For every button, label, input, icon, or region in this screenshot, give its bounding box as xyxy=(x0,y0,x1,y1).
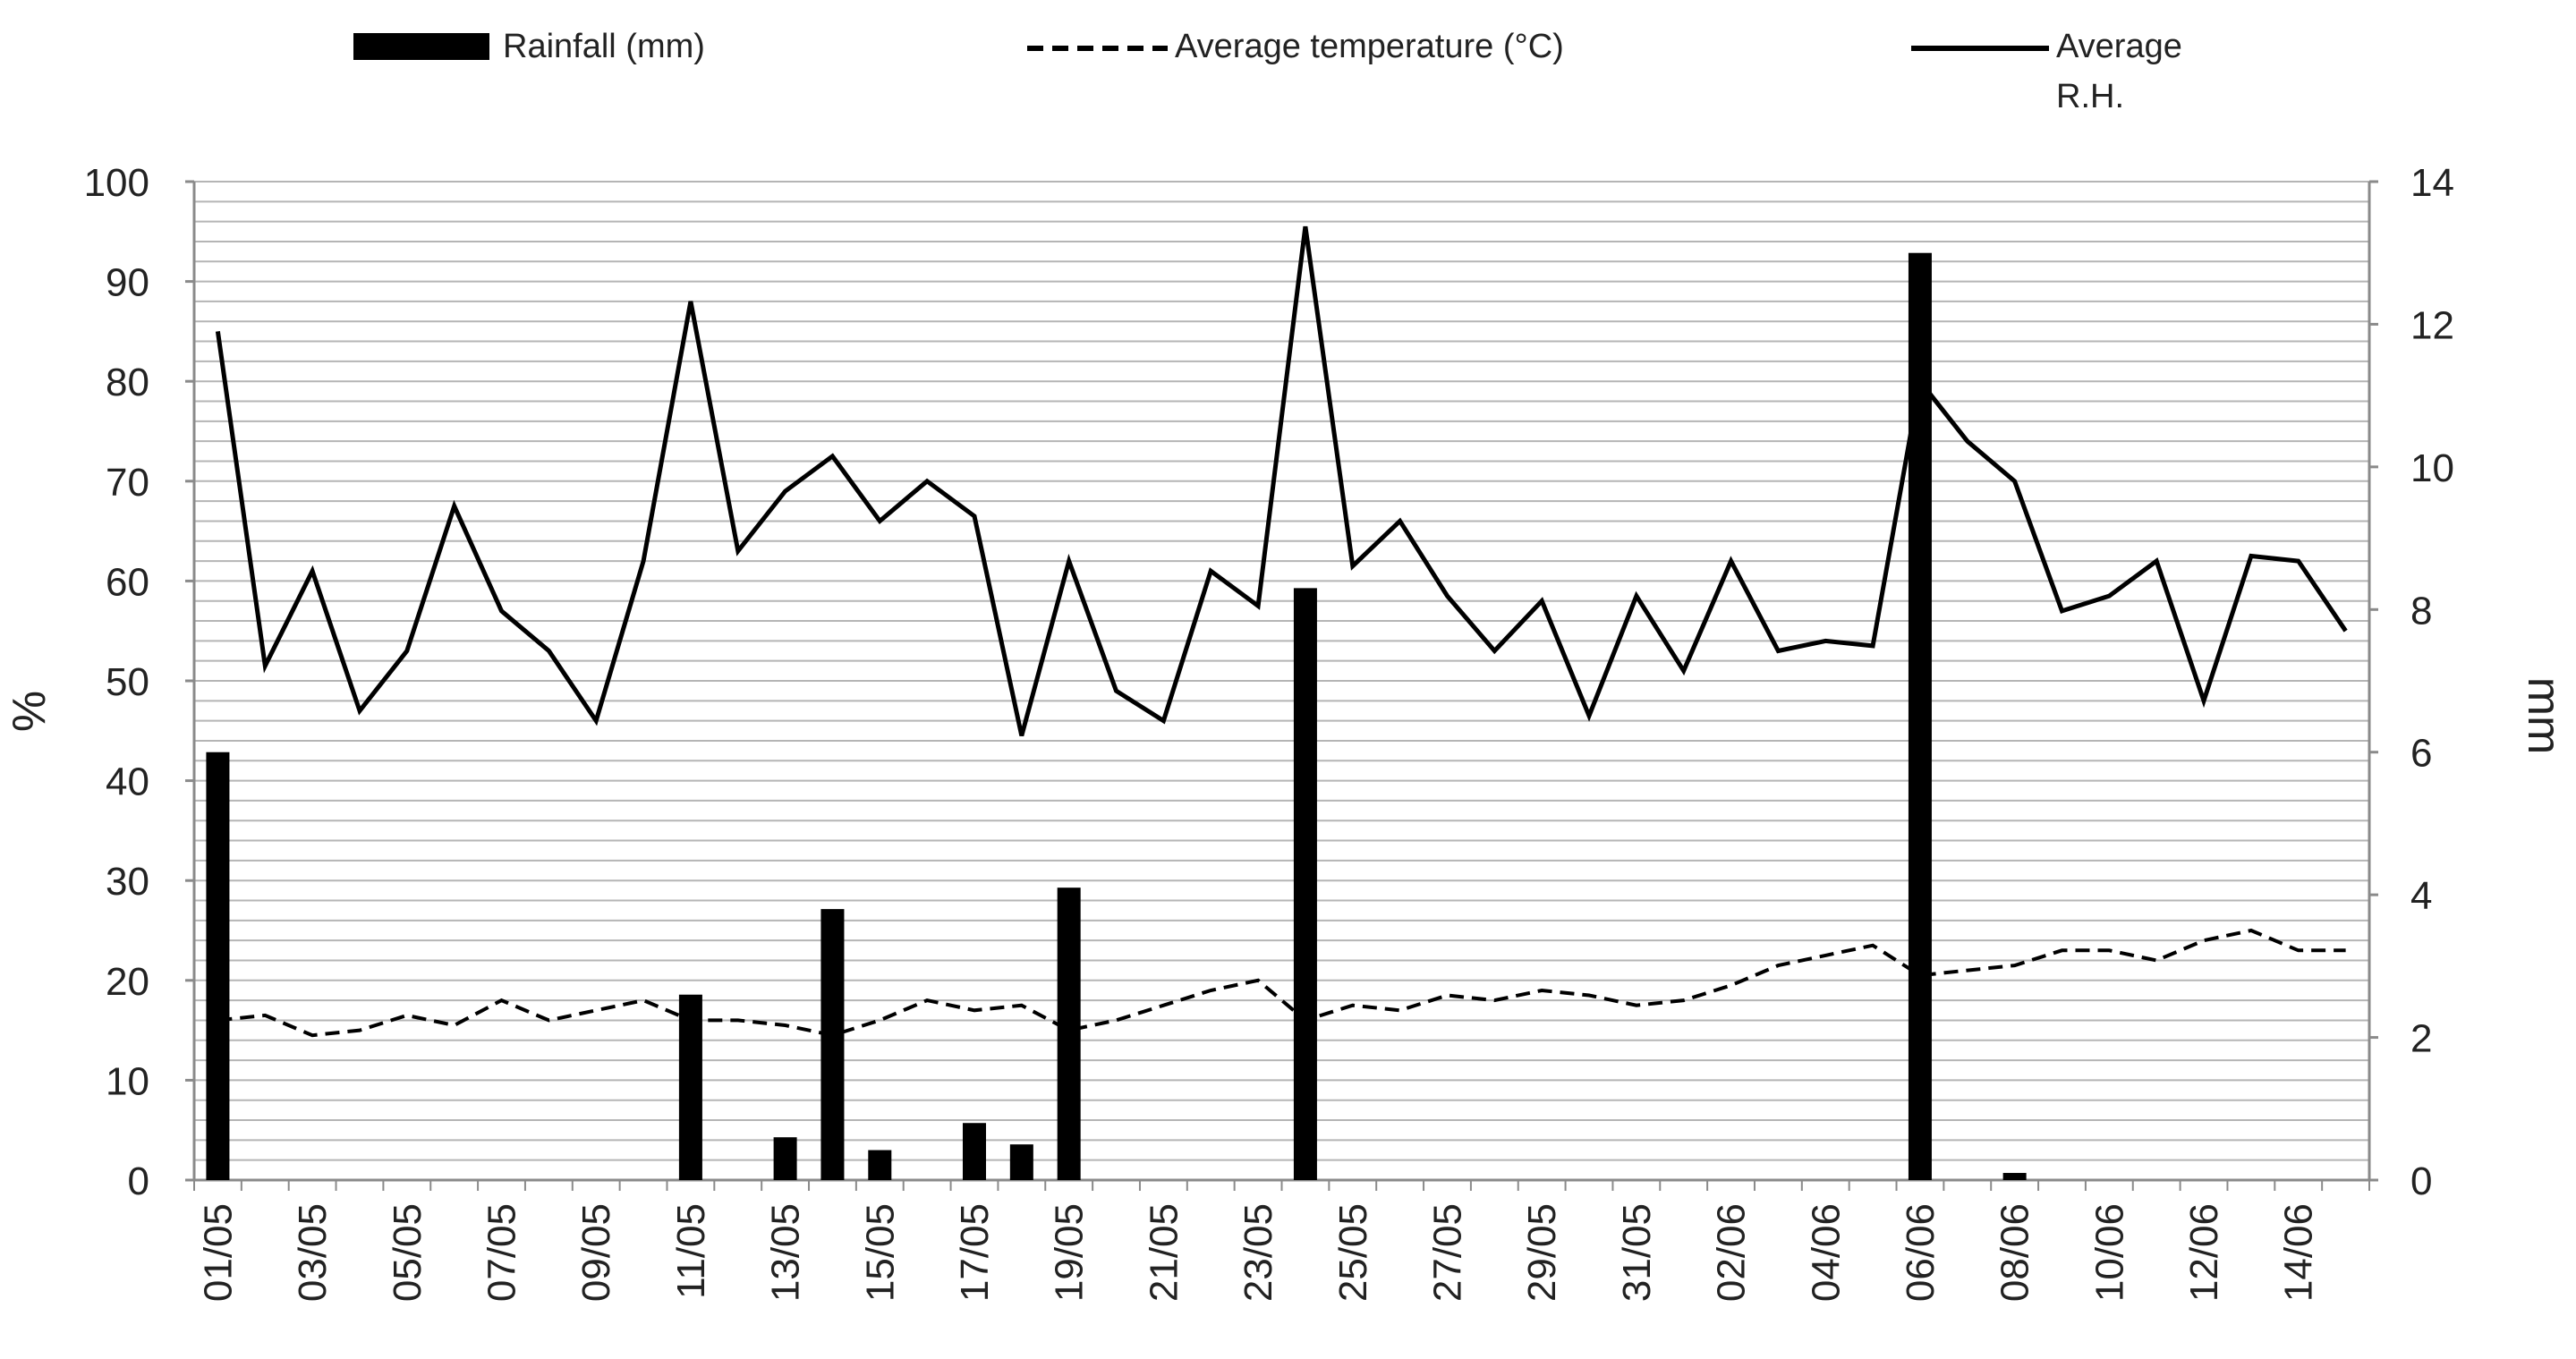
rainfall-bar xyxy=(1009,1144,1033,1180)
rainfall-bar xyxy=(1057,888,1081,1180)
rainfall-bar xyxy=(1908,252,1932,1180)
rainfall-bar xyxy=(678,994,702,1180)
temperature-line xyxy=(217,928,2346,1038)
right-axis-ticks: 0 2 4 6 8 10 12 14 xyxy=(2369,161,2454,1203)
left-tick-label: 30 xyxy=(106,860,149,904)
legend: Rainfall (mm) Average temperature (°C) A… xyxy=(353,28,2182,115)
legend-temperature-label: Average temperature (°C) xyxy=(1175,28,1564,65)
right-tick-label: 0 xyxy=(2410,1159,2432,1203)
x-tick-label: 23/05 xyxy=(1237,1203,1280,1302)
rainfall-bar xyxy=(773,1137,797,1180)
left-tick-label: 70 xyxy=(106,461,149,505)
x-axis-ticks: 01/05 03/05 05/05 07/05 09/05 11/05 13/05 15/05… xyxy=(193,1180,2370,1302)
x-tick-label: 17/05 xyxy=(953,1203,997,1302)
left-tick-label: 60 xyxy=(106,560,149,604)
x-tick-label: 07/05 xyxy=(480,1203,524,1302)
x-tick-label: 19/05 xyxy=(1048,1203,1092,1302)
rainfall-bar xyxy=(1293,588,1317,1180)
legend-rh-label-line2: R.H. xyxy=(2056,78,2124,115)
left-tick-label: 10 xyxy=(106,1059,149,1103)
right-tick-label: 14 xyxy=(2410,161,2454,205)
left-tick-label: 80 xyxy=(106,361,149,404)
series-lines xyxy=(215,225,2348,1038)
gridlines xyxy=(192,181,2371,1182)
left-tick-label: 100 xyxy=(84,161,149,205)
x-tick-label: 11/05 xyxy=(669,1203,713,1299)
rainfall-bar xyxy=(2002,1173,2027,1180)
relative-humidity-line xyxy=(215,225,2348,737)
right-tick-label: 12 xyxy=(2410,303,2454,347)
x-tick-label: 12/06 xyxy=(2182,1203,2226,1302)
x-tick-label: 06/06 xyxy=(1899,1203,1943,1302)
x-tick-label: 05/05 xyxy=(386,1203,429,1302)
x-tick-label: 01/05 xyxy=(196,1203,240,1302)
x-tick-label: 02/06 xyxy=(1710,1203,1754,1302)
x-tick-label: 21/05 xyxy=(1142,1203,1186,1302)
rainfall-bar xyxy=(820,909,845,1180)
x-tick-label: 31/05 xyxy=(1615,1203,1659,1302)
right-tick-label: 8 xyxy=(2410,589,2432,633)
left-tick-label: 90 xyxy=(106,261,149,305)
left-tick-label: 50 xyxy=(106,660,149,704)
x-tick-label: 10/06 xyxy=(2087,1203,2131,1302)
rainfall-bar xyxy=(868,1150,892,1180)
x-tick-label: 13/05 xyxy=(764,1203,808,1302)
x-tick-label: 04/06 xyxy=(1804,1203,1848,1302)
right-axis-title: mm xyxy=(2518,677,2570,755)
legend-rainfall-swatch xyxy=(353,33,489,60)
left-tick-label: 20 xyxy=(106,960,149,1004)
right-tick-label: 10 xyxy=(2410,446,2454,490)
legend-rainfall-label: Rainfall (mm) xyxy=(503,28,705,65)
right-tick-label: 2 xyxy=(2410,1017,2432,1061)
x-tick-label: 25/05 xyxy=(1331,1203,1375,1302)
x-tick-label: 09/05 xyxy=(574,1203,618,1302)
left-axis-ticks: 0 10 20 30 40 50 60 70 80 90 100 xyxy=(84,161,194,1203)
x-tick-label: 08/06 xyxy=(1994,1203,2037,1302)
left-tick-label: 0 xyxy=(128,1159,149,1203)
left-tick-label: 40 xyxy=(106,760,149,804)
x-tick-label: 27/05 xyxy=(1425,1203,1469,1302)
x-tick-label: 14/06 xyxy=(2277,1203,2321,1302)
x-tick-label: 03/05 xyxy=(291,1203,335,1302)
left-axis-title: % xyxy=(4,691,55,732)
rainfall-bar xyxy=(206,752,230,1180)
x-tick-label: 15/05 xyxy=(858,1203,902,1302)
rainfall-bars xyxy=(206,252,2027,1180)
right-tick-label: 6 xyxy=(2410,732,2432,776)
right-tick-label: 4 xyxy=(2410,874,2432,918)
rainfall-bar xyxy=(962,1123,986,1180)
x-tick-label: 29/05 xyxy=(1520,1203,1564,1302)
legend-rh-label-line1: Average xyxy=(2056,28,2182,65)
